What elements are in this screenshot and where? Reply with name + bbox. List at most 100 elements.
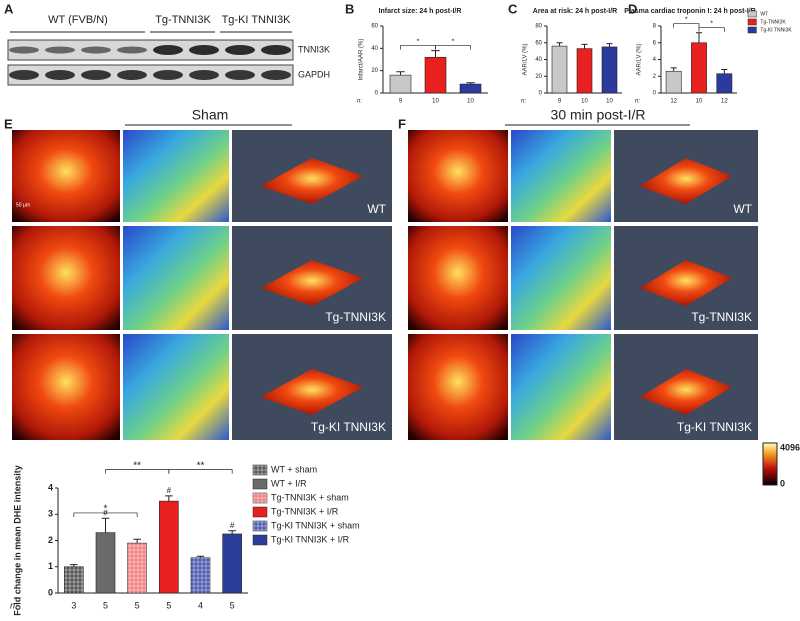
- bar-hatch: [127, 543, 147, 593]
- bar: [716, 73, 733, 94]
- y-axis-label: AAR/LV (%): [637, 44, 643, 76]
- bar-hatch: [191, 557, 210, 593]
- band: [45, 46, 75, 54]
- legend-label: WT + sham: [271, 464, 317, 474]
- legend-hatch: [253, 521, 267, 531]
- image-caption: Tg-KI TNNI3K: [677, 420, 752, 434]
- band: [225, 45, 255, 55]
- significance-bracket: [698, 27, 725, 32]
- error-bar: [101, 517, 110, 533]
- dhe-image: [408, 226, 508, 330]
- chart-title: Infarct size: 24 h post-I/R: [379, 8, 462, 15]
- intensity-map: [123, 334, 229, 440]
- y-tick-label: 4: [653, 57, 657, 63]
- significance-bracket: [73, 512, 138, 517]
- legend-swatch: [747, 18, 757, 26]
- band: [9, 46, 39, 54]
- band: [189, 45, 219, 55]
- image-caption: Tg-TNNI3K: [691, 310, 752, 324]
- image-caption: WT: [367, 202, 386, 216]
- bar: [389, 74, 412, 94]
- y-tick-label: 60: [535, 40, 542, 46]
- y-tick-label: 4: [48, 482, 53, 492]
- legend-swatch: [252, 478, 268, 490]
- band: [81, 46, 111, 54]
- y-tick-label: 20: [535, 74, 542, 80]
- y-axis-label: Infarct/AAR (%): [359, 39, 365, 81]
- intensity-map: [511, 130, 611, 222]
- n-value: 4: [198, 600, 203, 610]
- legend-label: Tg-KI TNNI3K + sham: [271, 520, 360, 530]
- n-value: 9: [558, 99, 562, 105]
- y-tick-label: 3: [48, 509, 53, 519]
- legend-label: WT: [760, 11, 768, 17]
- significance: *: [417, 38, 420, 45]
- significance: *: [104, 504, 108, 515]
- colorbar-label: 0: [780, 478, 785, 488]
- legend-label: Tg-KI TNNI3K: [760, 27, 792, 33]
- colorbar-label: 4096: [780, 442, 800, 452]
- dhe-image: [12, 130, 120, 222]
- panel-letter: C: [508, 1, 518, 16]
- panel-letter: F: [398, 116, 406, 131]
- y-tick-label: 0: [375, 91, 379, 97]
- n-label: n:: [357, 99, 362, 105]
- bar: [159, 500, 179, 594]
- n-value: 5: [103, 600, 108, 610]
- legend-hatch: [253, 465, 267, 475]
- dhe-image: [408, 130, 508, 222]
- bar-note: #: [167, 486, 172, 495]
- legend-label: Tg-TNNI3K: [760, 19, 786, 25]
- band: [81, 70, 111, 80]
- blot-row-label: GAPDH: [298, 69, 330, 79]
- error-bar: [556, 42, 563, 47]
- surface-plot: [260, 158, 364, 204]
- n-value: 10: [467, 99, 474, 105]
- y-tick-label: 80: [535, 24, 542, 30]
- surface-plot: [639, 260, 733, 306]
- error-bar: [165, 495, 173, 502]
- panel-header: 30 min post-I/R: [551, 107, 646, 123]
- y-tick-label: 0: [539, 91, 543, 97]
- significance-bracket: [168, 469, 233, 474]
- band: [189, 70, 219, 80]
- significance: *: [685, 17, 688, 24]
- bar-hatch: [64, 566, 84, 593]
- error-bar: [396, 71, 405, 76]
- bar: [601, 46, 618, 94]
- blot-group: Tg-KI TNNI3K: [222, 14, 292, 26]
- blot-group: WT (FVB/N): [48, 14, 108, 26]
- surface-plot: [639, 158, 733, 204]
- panel-letter: D: [628, 1, 637, 16]
- intensity-map: [123, 130, 229, 222]
- band: [9, 70, 39, 80]
- legend-label: WT + I/R: [271, 478, 307, 488]
- bar: [459, 83, 482, 94]
- bar: [424, 56, 447, 94]
- intensity-map: [123, 226, 229, 330]
- y-tick-label: 20: [371, 68, 378, 74]
- chart-title: Area at risk: 24 h post-I/R: [533, 8, 617, 15]
- image-caption: Tg-TNNI3K: [325, 310, 386, 324]
- error-bar: [196, 555, 205, 558]
- n-value: 12: [721, 99, 728, 105]
- n-label: n:: [635, 99, 640, 105]
- band: [153, 70, 183, 80]
- y-axis-label: Fold change in mean DHE intensity: [12, 465, 22, 616]
- legend-swatch: [252, 534, 268, 546]
- n-value: 10: [696, 99, 703, 105]
- image-caption: WT: [733, 202, 752, 216]
- legend-swatch: [747, 26, 757, 34]
- error-bar: [606, 43, 613, 47]
- panel-letter: E: [4, 116, 13, 131]
- image-caption: Tg-KI TNNI3K: [311, 420, 386, 434]
- legend-swatch: [252, 506, 268, 518]
- error-bar: [695, 32, 703, 43]
- bar: [665, 70, 682, 94]
- bar: [222, 533, 242, 594]
- error-bar: [431, 50, 440, 58]
- surface-plot: [260, 260, 364, 306]
- y-axis-label: AAR/LV (%): [523, 44, 529, 76]
- surface-plot: [260, 369, 364, 415]
